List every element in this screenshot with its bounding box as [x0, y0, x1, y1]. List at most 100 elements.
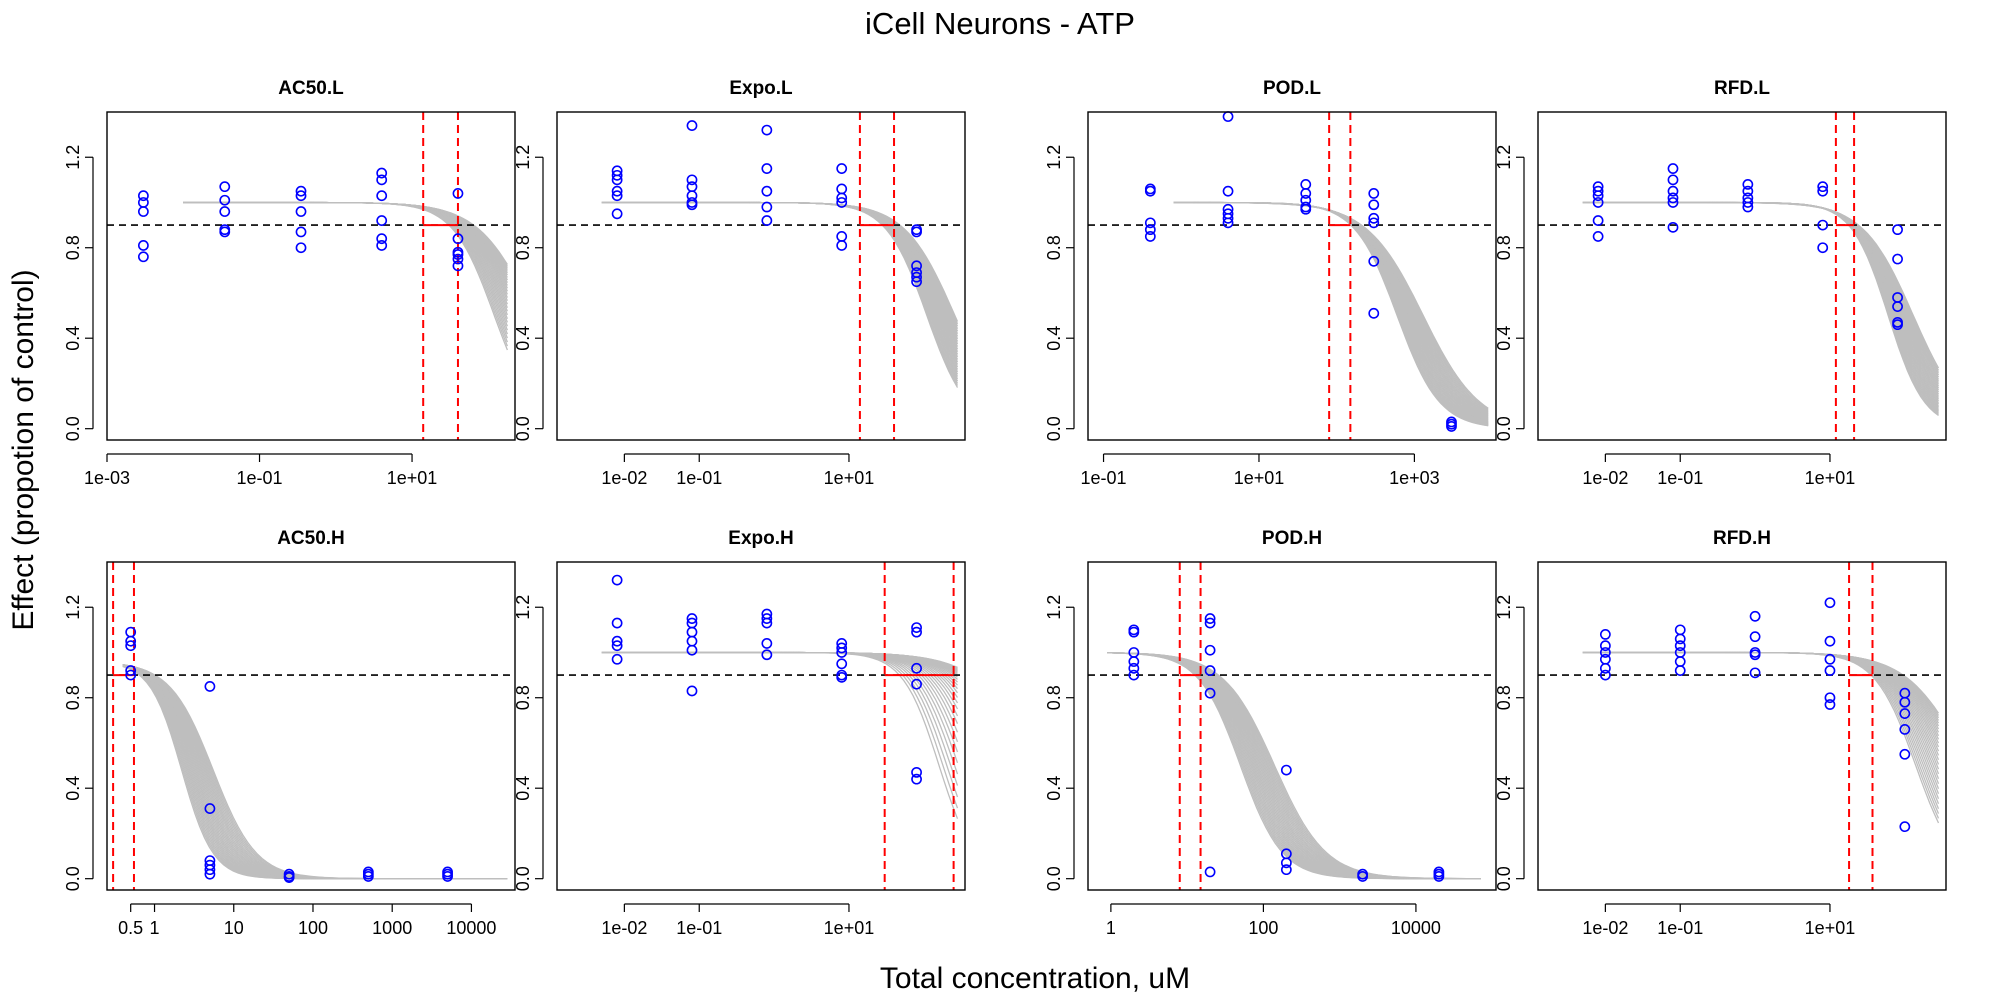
- data-point: [686, 174, 698, 186]
- data-point: [295, 190, 307, 202]
- data-point: [611, 574, 623, 586]
- data-point: [1592, 185, 1604, 197]
- data-point: [1899, 723, 1911, 735]
- data-point: [836, 658, 848, 670]
- data-point: [1368, 307, 1380, 319]
- plot-frame: [1087, 111, 1497, 441]
- data-point: [219, 194, 231, 206]
- data-point: [1592, 197, 1604, 208]
- data-point: [1742, 192, 1754, 204]
- data-point: [836, 642, 848, 654]
- data-point: [1899, 708, 1911, 719]
- data-point: [611, 208, 623, 220]
- data-point: [137, 240, 149, 251]
- fit-curve: [1582, 651, 1940, 714]
- data-point: [836, 197, 848, 208]
- data-points: [1144, 111, 1457, 432]
- data-point: [1144, 231, 1156, 242]
- data-point: [1128, 669, 1140, 681]
- x-tick-label: 1: [150, 918, 160, 938]
- y-tick-label: 1.2: [513, 595, 533, 620]
- data-point: [295, 185, 307, 197]
- fit-curves: [1582, 201, 1940, 417]
- x-tick-label: 1e-01: [676, 468, 722, 488]
- data-point: [761, 215, 773, 226]
- data-point: [836, 183, 848, 195]
- data-point: [761, 185, 773, 197]
- data-point: [1368, 255, 1380, 267]
- fit-curves: [183, 201, 509, 351]
- x-tick-label: 1: [1106, 918, 1116, 938]
- data-point: [611, 185, 623, 197]
- panel-pod-l: POD.L 0.0 0.4 0.8 1.2 1e-01 1e+01 1e+03: [1044, 78, 1497, 488]
- data-point: [1824, 665, 1836, 676]
- y-tick-label: 0.4: [1044, 776, 1064, 801]
- data-point: [1674, 640, 1686, 652]
- data-point: [1674, 647, 1686, 658]
- plot-frame: [106, 111, 516, 441]
- y-tick-label: 0.8: [513, 235, 533, 260]
- panel-rfd-l: RFD.L 0.0 0.4 0.8 1.2 1e-02 1e-01 1e+01: [1494, 78, 1947, 488]
- data-point: [761, 201, 773, 213]
- data-points: [611, 574, 922, 785]
- data-point: [376, 167, 388, 179]
- panel-title: AC50.L: [278, 78, 344, 99]
- data-point: [1899, 687, 1911, 699]
- data-point: [1892, 316, 1903, 328]
- x-tick-label: 1e-03: [84, 468, 130, 488]
- data-point: [1892, 292, 1903, 303]
- y-tick-label: 0.0: [63, 416, 83, 441]
- y-tick-label: 1.2: [63, 595, 83, 620]
- x-tick-label: 1e-02: [1582, 918, 1628, 938]
- data-point: [761, 163, 773, 174]
- data-point: [452, 246, 464, 258]
- data-point: [452, 188, 464, 199]
- y-tick-label: 0.0: [1494, 866, 1514, 891]
- data-point: [1599, 628, 1611, 640]
- data-point: [611, 653, 623, 665]
- data-point: [911, 626, 922, 638]
- data-point: [376, 233, 388, 245]
- data-point: [1749, 667, 1761, 679]
- plot-frame: [1537, 111, 1947, 441]
- data-points: [1599, 597, 1911, 833]
- panel-ac50-h: AC50.H 0.0 0.4 0.8 1.2 0.5 1 10 100 1000 10000: [63, 528, 516, 938]
- data-point: [362, 866, 374, 878]
- data-point: [1892, 253, 1903, 265]
- data-point: [295, 242, 307, 254]
- y-tick-label: 0.8: [1044, 235, 1064, 260]
- data-point: [1674, 624, 1686, 636]
- y-tick-label: 1.2: [513, 145, 533, 170]
- data-point: [686, 197, 698, 208]
- x-tick-label: 1e-01: [236, 468, 282, 488]
- x-tick-label: 10000: [446, 918, 496, 938]
- data-point: [1599, 669, 1611, 681]
- data-point: [1204, 613, 1216, 624]
- data-point: [761, 649, 773, 661]
- x-tick-label: 1e+01: [1805, 468, 1856, 488]
- y-tick-label: 0.0: [513, 866, 533, 891]
- fit-curves: [1107, 652, 1481, 880]
- data-point: [611, 640, 623, 652]
- data-point: [1368, 217, 1380, 229]
- data-point: [1300, 178, 1312, 190]
- x-tick-label: 1e+01: [1805, 918, 1856, 938]
- data-point: [1280, 764, 1292, 776]
- y-tick-label: 0.4: [513, 326, 533, 351]
- data-point: [686, 685, 698, 697]
- data-point: [611, 617, 623, 629]
- data-point: [1357, 868, 1369, 880]
- data-point: [1899, 748, 1911, 760]
- fit-curve: [1107, 652, 1481, 880]
- data-point: [1204, 665, 1216, 676]
- data-point: [1899, 821, 1911, 833]
- data-points: [137, 167, 464, 272]
- fit-curves: [1173, 201, 1489, 427]
- data-point: [204, 803, 216, 814]
- data-point: [1817, 219, 1829, 231]
- fit-curve: [1173, 201, 1489, 409]
- data-point: [452, 233, 464, 245]
- data-point: [761, 638, 773, 649]
- data-point: [911, 622, 922, 633]
